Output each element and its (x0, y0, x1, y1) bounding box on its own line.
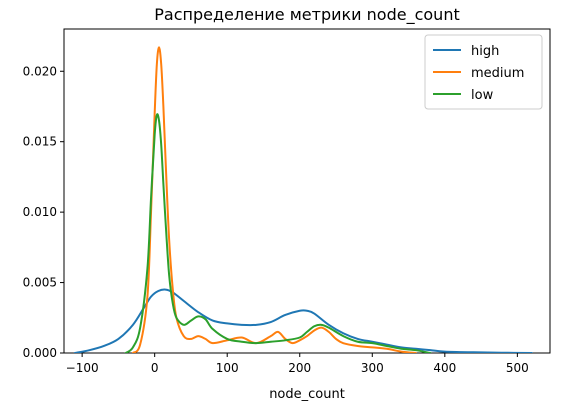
x-tick-label: 100 (216, 361, 239, 375)
legend: high medium low (424, 34, 543, 110)
legend-label-high: high (471, 44, 499, 59)
chart-title: Распределение метрики node_count (154, 5, 459, 25)
y-tick-label: 0.010 (23, 205, 57, 219)
x-tick-label: 500 (506, 361, 529, 375)
series-line-medium (131, 46, 417, 353)
legend-label-low: low (471, 88, 494, 103)
y-tick-label: 0.000 (23, 346, 57, 360)
plot-frame (63, 28, 551, 354)
y-tick-label: 0.015 (23, 135, 57, 149)
y-tick-label: 0.020 (23, 64, 57, 78)
x-axis: −100 0 100 200 300 400 500 (66, 353, 529, 375)
x-tick-label: 200 (288, 361, 311, 375)
y-tick-label: 0.005 (23, 276, 57, 290)
series-line-low (124, 113, 432, 353)
legend-box (424, 34, 543, 110)
y-axis: 0.000 0.005 0.010 0.015 0.020 (23, 64, 64, 360)
x-tick-label: −100 (66, 361, 99, 375)
x-axis-label: node_count (269, 387, 345, 402)
x-tick-label: 400 (433, 361, 456, 375)
x-tick-label: 0 (151, 361, 159, 375)
plot-area (63, 28, 551, 354)
x-tick-label: 300 (361, 361, 384, 375)
legend-label-medium: medium (471, 66, 524, 81)
